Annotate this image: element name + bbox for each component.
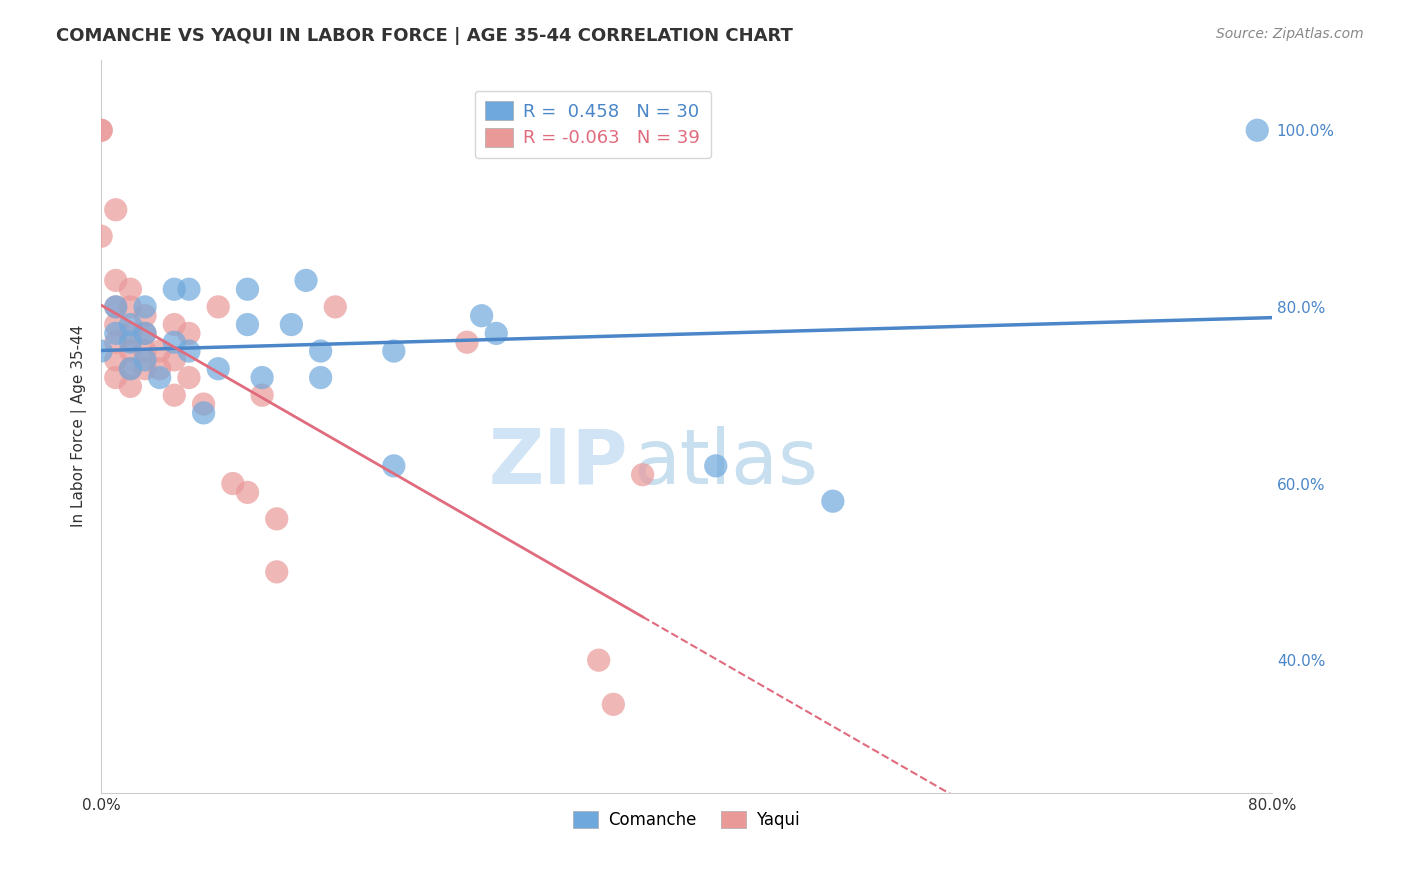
Point bbox=[120, 379, 142, 393]
Point bbox=[90, 123, 112, 137]
Point bbox=[104, 300, 127, 314]
Point bbox=[250, 370, 273, 384]
Point bbox=[104, 202, 127, 217]
Point bbox=[104, 335, 127, 350]
Point bbox=[134, 352, 156, 367]
Point bbox=[104, 326, 127, 341]
Text: ZIP: ZIP bbox=[488, 425, 628, 500]
Point bbox=[104, 370, 127, 384]
Point bbox=[120, 282, 142, 296]
Point bbox=[309, 344, 332, 359]
Point bbox=[382, 458, 405, 473]
Point bbox=[120, 318, 142, 332]
Point bbox=[149, 344, 172, 359]
Point bbox=[163, 352, 186, 367]
Point bbox=[90, 123, 112, 137]
Point bbox=[120, 300, 142, 314]
Point bbox=[266, 512, 288, 526]
Point bbox=[149, 361, 172, 376]
Text: COMANCHE VS YAQUI IN LABOR FORCE | AGE 35-44 CORRELATION CHART: COMANCHE VS YAQUI IN LABOR FORCE | AGE 3… bbox=[56, 27, 793, 45]
Point bbox=[120, 326, 142, 341]
Point bbox=[631, 467, 654, 482]
Point bbox=[163, 388, 186, 402]
Point bbox=[704, 458, 727, 473]
Point bbox=[177, 370, 200, 384]
Point bbox=[485, 326, 508, 341]
Point bbox=[295, 273, 318, 287]
Point bbox=[134, 309, 156, 323]
Point bbox=[323, 300, 346, 314]
Point bbox=[382, 344, 405, 359]
Point bbox=[207, 300, 229, 314]
Point bbox=[104, 273, 127, 287]
Point bbox=[471, 309, 494, 323]
Point bbox=[134, 361, 156, 376]
Point bbox=[104, 318, 127, 332]
Point bbox=[104, 300, 127, 314]
Point bbox=[134, 326, 156, 341]
Point bbox=[236, 485, 259, 500]
Point bbox=[120, 361, 142, 376]
Point bbox=[90, 229, 112, 244]
Point bbox=[602, 698, 624, 712]
Text: atlas: atlas bbox=[634, 425, 818, 500]
Point bbox=[149, 370, 172, 384]
Point bbox=[236, 282, 259, 296]
Point bbox=[134, 344, 156, 359]
Point bbox=[177, 344, 200, 359]
Point bbox=[193, 406, 215, 420]
Point bbox=[163, 335, 186, 350]
Point bbox=[222, 476, 245, 491]
Point bbox=[236, 318, 259, 332]
Point bbox=[163, 318, 186, 332]
Point bbox=[120, 361, 142, 376]
Point bbox=[250, 388, 273, 402]
Point bbox=[90, 344, 112, 359]
Point bbox=[134, 300, 156, 314]
Point bbox=[163, 282, 186, 296]
Point bbox=[120, 344, 142, 359]
Point bbox=[1246, 123, 1268, 137]
Point bbox=[280, 318, 302, 332]
Point bbox=[177, 326, 200, 341]
Point bbox=[207, 361, 229, 376]
Point bbox=[104, 352, 127, 367]
Point bbox=[193, 397, 215, 411]
Text: Source: ZipAtlas.com: Source: ZipAtlas.com bbox=[1216, 27, 1364, 41]
Point bbox=[266, 565, 288, 579]
Y-axis label: In Labor Force | Age 35-44: In Labor Force | Age 35-44 bbox=[72, 325, 87, 527]
Point bbox=[177, 282, 200, 296]
Point bbox=[120, 335, 142, 350]
Legend: Comanche, Yaqui: Comanche, Yaqui bbox=[567, 804, 807, 836]
Point bbox=[588, 653, 610, 667]
Point bbox=[456, 335, 478, 350]
Point bbox=[821, 494, 844, 508]
Point bbox=[134, 326, 156, 341]
Point bbox=[309, 370, 332, 384]
